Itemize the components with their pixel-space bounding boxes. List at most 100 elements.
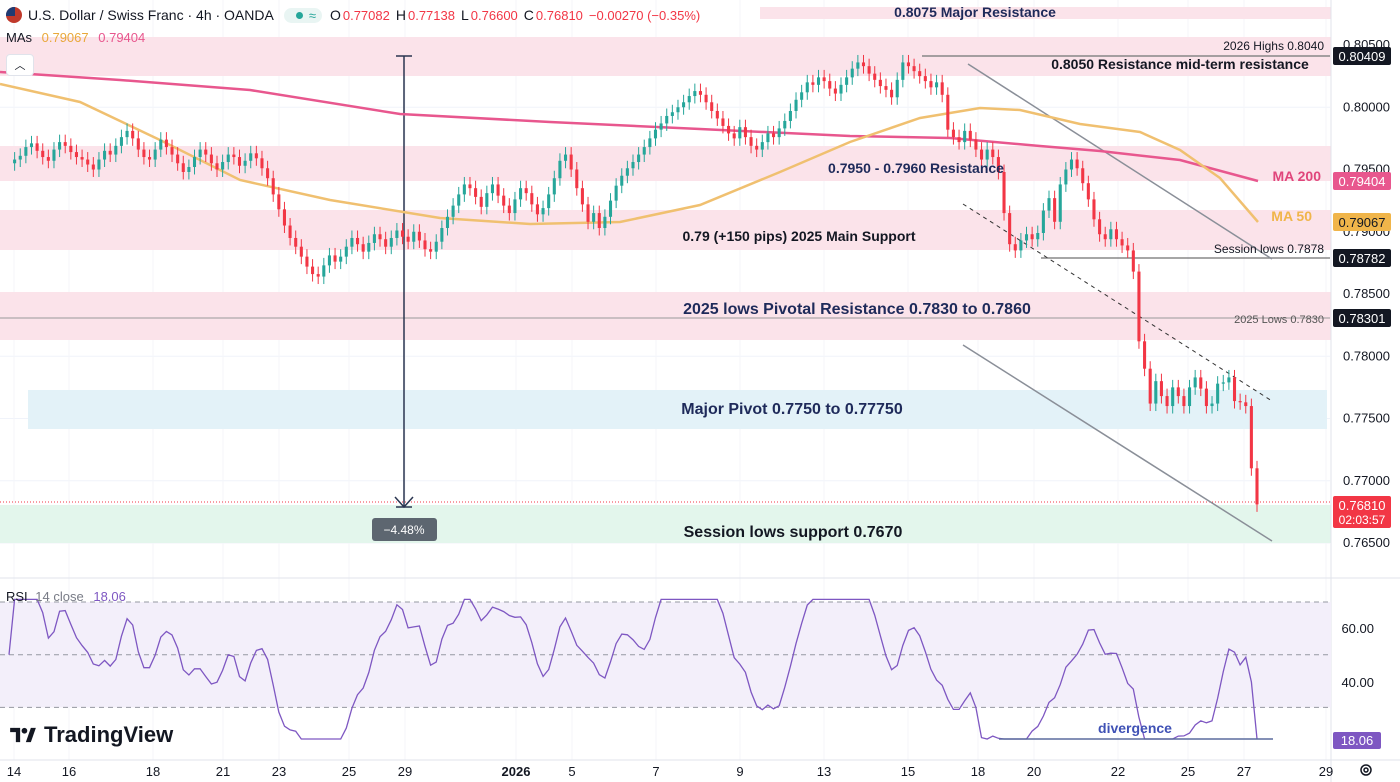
candle xyxy=(867,66,871,74)
time-tick-label: 29 xyxy=(1319,764,1333,779)
candle xyxy=(946,94,950,130)
candle xyxy=(24,147,28,156)
candle xyxy=(1120,239,1124,246)
candle xyxy=(597,213,601,229)
zone-2025-lows-pivotal xyxy=(0,292,1331,340)
candle xyxy=(861,62,866,67)
market-status-chip[interactable]: ≈ xyxy=(283,7,322,23)
label-major-resistance: 0.8075 Major Resistance xyxy=(894,4,1056,20)
candle xyxy=(378,234,382,240)
candle xyxy=(496,184,500,196)
candle xyxy=(164,139,168,148)
candle xyxy=(1137,271,1141,342)
candle xyxy=(755,145,759,150)
candle xyxy=(502,195,506,206)
candle xyxy=(552,178,556,195)
candle xyxy=(698,91,702,95)
us-flag-icon xyxy=(6,7,22,23)
rsi-legend[interactable]: RSI 14 close 18.06 xyxy=(6,589,126,604)
tradingview-logo[interactable]: TradingView xyxy=(8,722,173,748)
candle xyxy=(395,230,399,238)
candle xyxy=(732,133,736,139)
candle xyxy=(839,84,843,94)
time-tick-label: 25 xyxy=(342,764,356,779)
trendline-upper xyxy=(967,63,1273,260)
tag-rsi: 18.06 xyxy=(1341,733,1374,748)
high-value: 0.77138 xyxy=(407,7,455,23)
time-tick-label: 13 xyxy=(817,764,831,779)
candle xyxy=(485,193,489,207)
zone-main-support xyxy=(0,210,1331,250)
measure-label: −4.48% xyxy=(383,523,424,537)
label-2025-lows: 2025 Lows 0.7830 xyxy=(1234,314,1324,326)
candle xyxy=(1154,381,1158,404)
candle xyxy=(74,152,78,158)
tag-2025-lows-bg xyxy=(1333,309,1391,327)
trendline-lower xyxy=(962,344,1273,542)
symbol-header[interactable]: U.S. Dollar / Swiss Franc · 4h · OANDA ≈… xyxy=(6,5,706,25)
low-value: 0.76600 xyxy=(470,7,518,23)
candle xyxy=(80,157,84,160)
candle xyxy=(586,204,590,222)
candle xyxy=(181,163,185,172)
candle xyxy=(940,82,944,95)
candle xyxy=(35,143,39,151)
open-label: O xyxy=(329,7,341,23)
candle xyxy=(18,155,22,160)
candle xyxy=(142,149,146,158)
candle xyxy=(339,256,343,262)
label-2025-lows-pivotal: 2025 lows Pivotal Resistance 0.7830 to 0… xyxy=(683,301,1031,318)
candle xyxy=(97,159,101,170)
rsi-params: 14 close xyxy=(35,589,84,604)
tag-2026-highs: 0.80409 xyxy=(1339,49,1386,64)
mas-legend[interactable]: MAs 0.79067 0.79404 xyxy=(6,30,145,45)
collapse-legend-button[interactable]: ︿ xyxy=(6,54,34,76)
candle xyxy=(148,157,152,160)
time-tick-label: 5 xyxy=(568,764,575,779)
label-ma200: MA 200 xyxy=(1272,168,1321,184)
label-session-lows: Session lows 0.7878 xyxy=(1214,242,1324,256)
candle xyxy=(1086,183,1090,200)
candle xyxy=(620,175,624,186)
candle xyxy=(653,129,658,139)
candle xyxy=(288,225,292,238)
candle xyxy=(1126,245,1130,251)
candle xyxy=(901,62,905,80)
candle xyxy=(873,73,877,80)
candle xyxy=(108,150,112,155)
candle xyxy=(1193,377,1197,388)
candle xyxy=(46,157,50,161)
candle xyxy=(547,194,551,209)
candle xyxy=(226,154,230,163)
candle xyxy=(884,86,888,90)
zone-major-pivot xyxy=(28,390,1327,429)
candle xyxy=(423,240,427,250)
candle xyxy=(1053,198,1057,222)
tag-ma200: 0.79404 xyxy=(1339,174,1386,189)
candle xyxy=(682,102,686,108)
candle xyxy=(1041,210,1045,233)
candle xyxy=(1199,377,1203,389)
label-ma50: MA 50 xyxy=(1271,208,1312,224)
time-tick-label: 27 xyxy=(1237,764,1251,779)
candle xyxy=(631,162,635,169)
tag-ma50-bg xyxy=(1333,213,1391,231)
candle xyxy=(968,130,972,140)
candle xyxy=(440,228,444,242)
candle xyxy=(569,154,573,170)
market-open-dot-icon xyxy=(295,11,303,19)
candle xyxy=(243,160,247,166)
label-divergence: divergence xyxy=(1098,720,1172,736)
candle xyxy=(592,213,596,222)
symbol-title[interactable]: U.S. Dollar / Swiss Franc · 4h · OANDA xyxy=(28,7,274,23)
candle xyxy=(564,154,568,161)
time-tick-label: 20 xyxy=(1027,764,1041,779)
label-main-support: 0.79 (+150 pips) 2025 Main Support xyxy=(682,228,915,244)
candle xyxy=(153,149,157,160)
settings-gear-icon[interactable] xyxy=(1358,762,1374,778)
candle xyxy=(86,159,90,165)
candle xyxy=(299,246,303,257)
candle xyxy=(490,184,494,194)
candle xyxy=(743,127,747,138)
